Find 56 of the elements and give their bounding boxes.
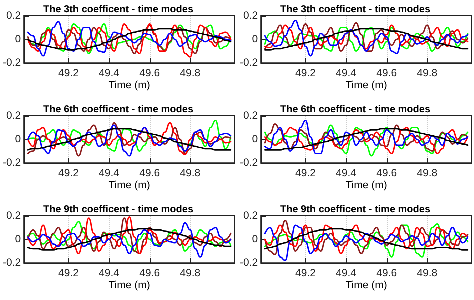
x-tick-label: 49.6 xyxy=(140,168,160,180)
x-tick-label: 49.4 xyxy=(99,68,120,80)
x-tick-label: 49.8 xyxy=(417,268,438,280)
y-tick-label: 0.2 xyxy=(6,110,22,122)
x-tick-label: 49.8 xyxy=(180,268,201,280)
x-axis-title: Time (m) xyxy=(346,180,388,192)
x-tick-label: 49.4 xyxy=(99,268,120,280)
x-tick-label: 49.6 xyxy=(376,168,398,180)
y-tick-label: 0 xyxy=(252,234,258,246)
x-tick-label: 49.2 xyxy=(295,268,316,280)
x-tick-label: 49.8 xyxy=(417,68,438,80)
x-axis-title: Time (m) xyxy=(108,180,150,192)
chart-title: The 6th coefficent - time modes xyxy=(43,104,194,116)
line-series xyxy=(27,228,232,251)
x-axis-title: Time (m) xyxy=(346,80,388,92)
y-tick-label: 0.2 xyxy=(6,10,22,22)
y-tick-label: 0.2 xyxy=(243,110,258,122)
y-tick-label: -0.2 xyxy=(240,257,258,270)
x-tick-label: 49.6 xyxy=(140,68,160,80)
chart-title: The 6th coefficent - time modes xyxy=(280,104,431,116)
x-tick-label: 49.2 xyxy=(58,68,80,80)
y-tick-label: -0.2 xyxy=(3,157,22,170)
x-tick-label: 49.8 xyxy=(417,168,438,180)
y-tick-label: 0.2 xyxy=(243,210,258,222)
x-tick-label: 49.4 xyxy=(336,68,357,80)
y-tick-label: -0.2 xyxy=(3,257,22,270)
y-tick-label: 0 xyxy=(15,234,22,246)
x-tick-label: 49.2 xyxy=(58,168,80,180)
line-series xyxy=(27,128,232,151)
x-tick-label: 49.4 xyxy=(336,268,357,280)
y-tick-label: 0.2 xyxy=(243,10,258,22)
x-axis-title: Time (m) xyxy=(108,80,150,92)
x-tick-label: 49.6 xyxy=(140,268,160,280)
y-tick-label: 0.2 xyxy=(6,210,22,222)
y-tick-label: -0.2 xyxy=(240,57,258,70)
y-tick-label: 0 xyxy=(252,34,258,46)
x-tick-label: 49.4 xyxy=(336,168,357,180)
y-tick-label: -0.2 xyxy=(240,157,258,170)
y-tick-label: 0 xyxy=(252,134,258,146)
x-tick-label: 49.2 xyxy=(295,68,316,80)
x-tick-label: 49.8 xyxy=(180,168,201,180)
x-axis-title: Time (m) xyxy=(346,280,388,292)
chart-title: The 3th coefficent - time modes xyxy=(43,4,194,16)
x-tick-label: 49.4 xyxy=(99,168,120,180)
chart-title: The 9th coefficent - time modes xyxy=(280,204,431,216)
x-tick-label: 49.6 xyxy=(376,268,398,280)
x-tick-label: 49.2 xyxy=(58,268,80,280)
chart-title: The 9th coefficent - time modes xyxy=(43,204,194,216)
x-axis-title: Time (m) xyxy=(108,280,150,292)
x-tick-label: 49.2 xyxy=(295,168,316,180)
y-tick-label: 0 xyxy=(15,134,22,146)
x-tick-label: 49.6 xyxy=(376,68,398,80)
y-tick-label: -0.2 xyxy=(3,57,22,70)
y-tick-label: 0 xyxy=(15,34,22,46)
chart-title: The 3th coefficent - time modes xyxy=(280,4,431,16)
x-tick-label: 49.8 xyxy=(180,68,201,80)
